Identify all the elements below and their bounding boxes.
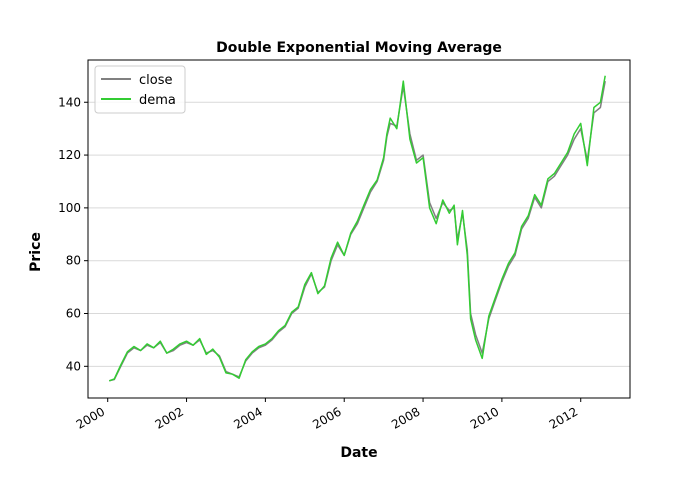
x-tick-label: 2010 (468, 404, 501, 431)
y-tick-label: 140 (58, 95, 81, 109)
y-tick-label: 100 (58, 201, 81, 215)
gridlines (88, 101, 630, 367)
legend: close dema (94, 65, 186, 114)
series-line-close (109, 80, 606, 382)
chart-title: Double Exponential Moving Average (216, 40, 502, 56)
y-tick-label: 60 (66, 307, 81, 321)
plot-series (108, 75, 606, 382)
x-tick-label: 2004 (231, 404, 264, 431)
series-line-dema (108, 75, 606, 382)
y-axis: 40 60 80 100 120 140 (58, 95, 88, 373)
x-tick-label: 2012 (547, 404, 580, 431)
x-axis-label: Date (340, 445, 377, 461)
legend-box (94, 65, 186, 114)
legend-label-dema: dema (139, 93, 176, 108)
x-tick-label: 2000 (74, 404, 107, 431)
x-tick-label: 2008 (389, 404, 422, 431)
x-tick-label: 2006 (310, 404, 343, 431)
y-tick-label: 120 (58, 148, 81, 162)
y-axis-label: Price (28, 232, 44, 272)
x-tick-label: 2002 (153, 404, 186, 431)
y-tick-label: 40 (66, 359, 81, 373)
plot-frame (87, 59, 631, 399)
legend-label-close: close (139, 73, 172, 88)
x-axis: 2000 2002 2004 2006 2008 2010 2012 (74, 398, 582, 432)
y-tick-label: 80 (66, 254, 81, 268)
